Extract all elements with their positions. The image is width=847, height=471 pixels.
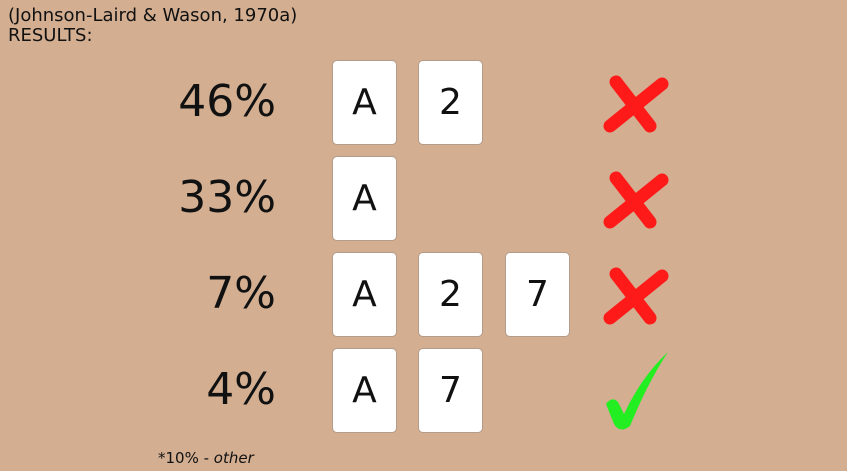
footnote: *10% - other xyxy=(158,449,254,467)
row-percent: 7% xyxy=(206,268,276,319)
citation: (Johnson-Laird & Wason, 1970a) xyxy=(8,5,298,26)
card: A xyxy=(332,156,397,241)
card: A xyxy=(332,60,397,145)
cross-icon xyxy=(598,156,674,240)
card: 2 xyxy=(418,60,483,145)
check-icon xyxy=(598,348,674,432)
row-percent: 33% xyxy=(178,172,276,223)
row-percent: 46% xyxy=(178,76,276,127)
card: A xyxy=(332,348,397,433)
results-label: RESULTS: xyxy=(8,25,93,46)
card: 2 xyxy=(418,252,483,337)
card: A xyxy=(332,252,397,337)
card: 7 xyxy=(505,252,570,337)
cross-icon xyxy=(598,252,674,336)
row-percent: 4% xyxy=(206,364,276,415)
cross-icon xyxy=(598,60,674,144)
card: 7 xyxy=(418,348,483,433)
